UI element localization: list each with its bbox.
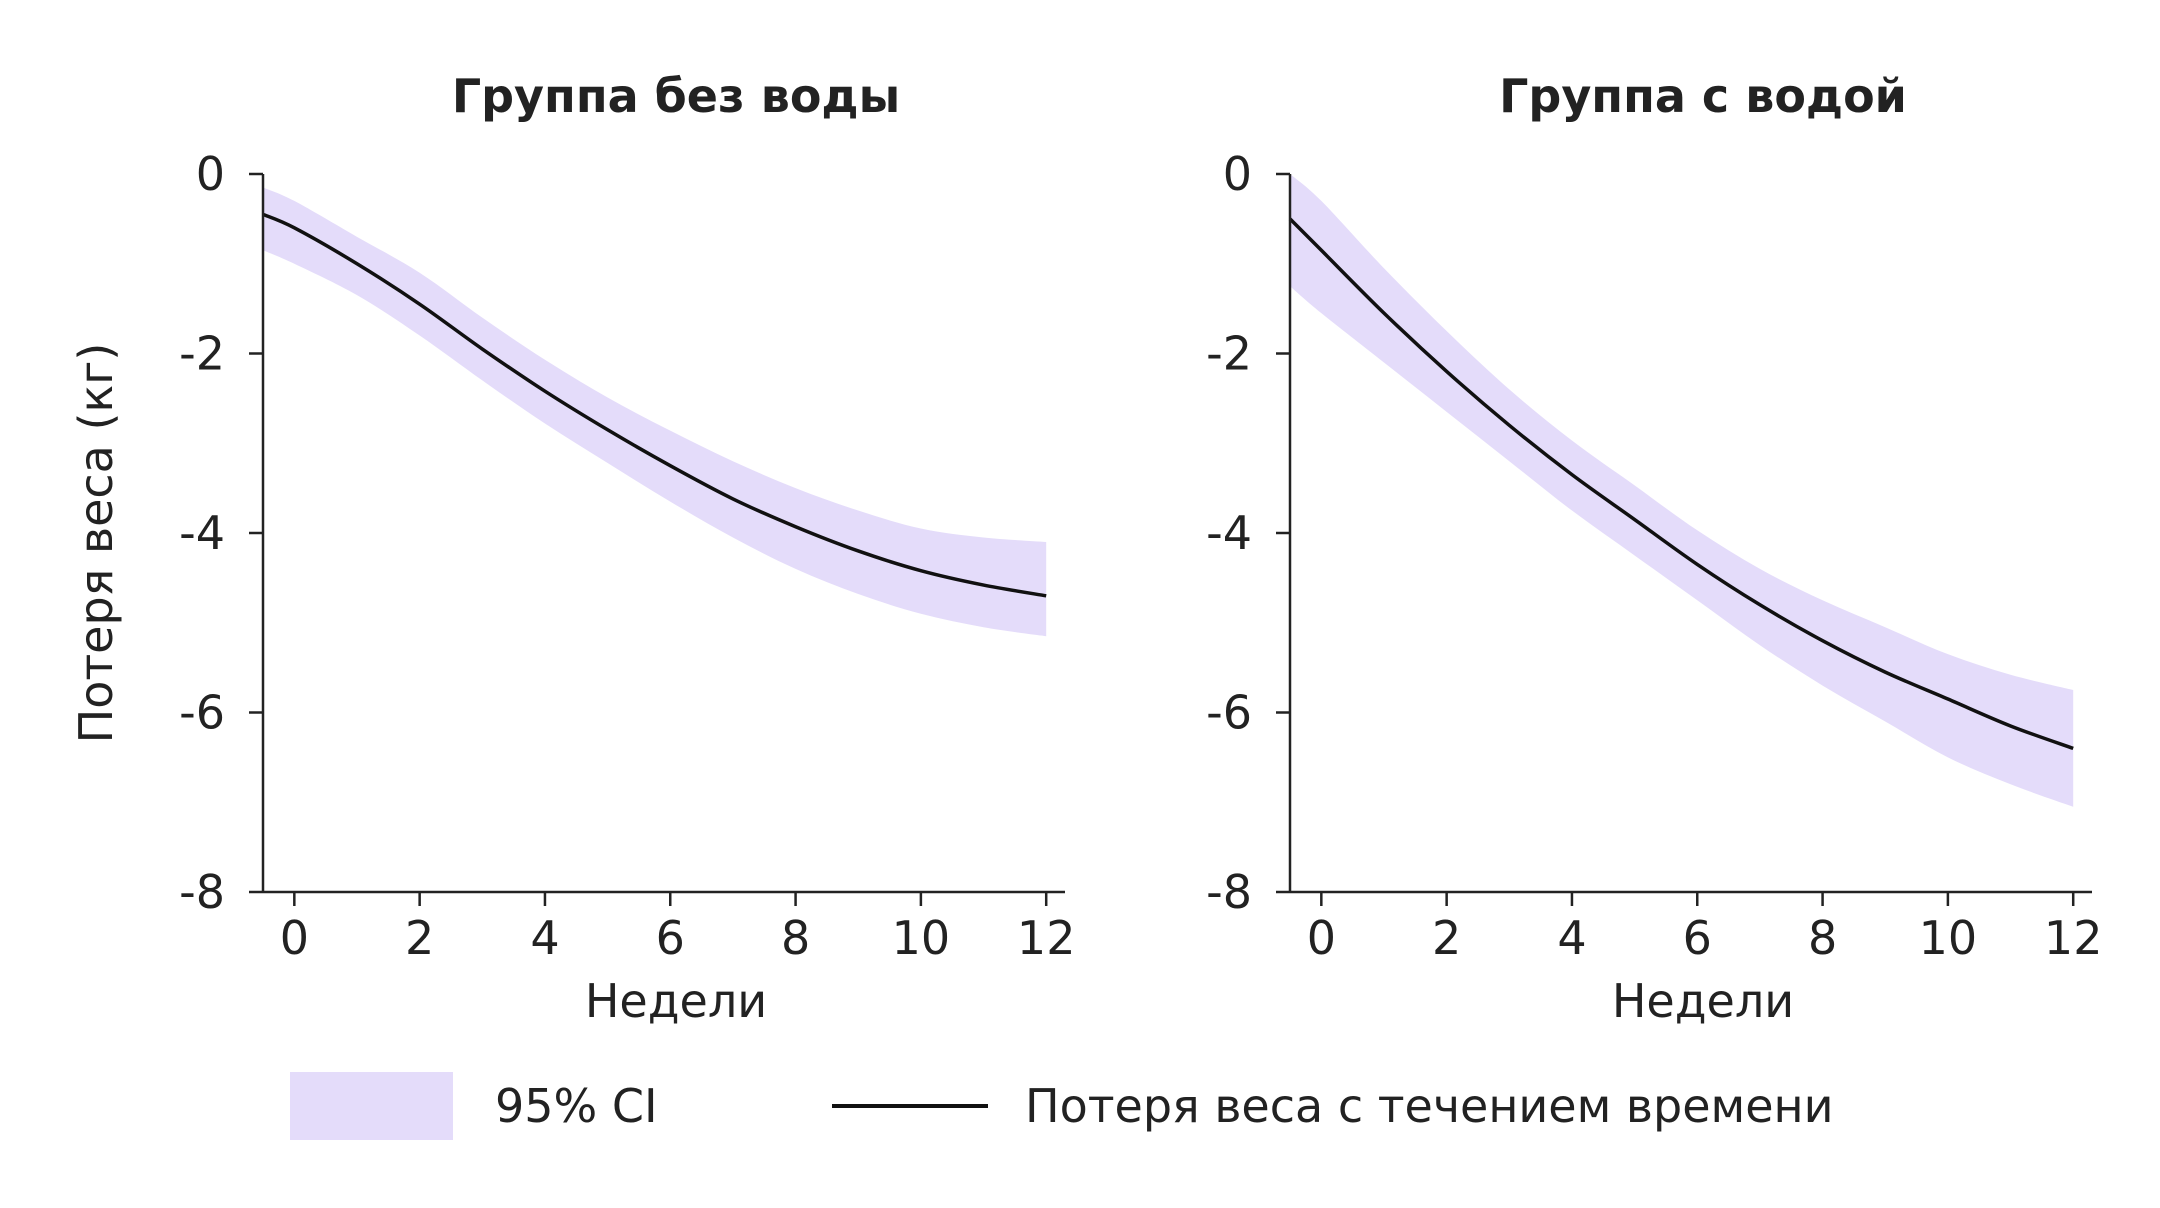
x-tick-label: 6 — [1683, 911, 1712, 965]
ci-band — [1290, 174, 2074, 807]
y-tick-label: -2 — [179, 327, 225, 381]
x-tick-label: 6 — [656, 911, 685, 965]
y-tick-label: -8 — [1206, 865, 1252, 919]
legend-ci-label: 95% CI — [495, 1079, 658, 1133]
x-tick-label: 12 — [2044, 911, 2103, 965]
legend-line-label: Потеря веса с течением времени — [1025, 1079, 1834, 1133]
chart-legend: 95% CI Потеря веса с течением времени — [290, 1072, 1834, 1140]
x-tick-label: 12 — [1017, 911, 1076, 965]
y-tick-label: -8 — [179, 865, 225, 919]
chart-title: Группа с водой — [1499, 69, 1907, 123]
x-tick-label: 10 — [892, 911, 951, 965]
x-tick-label: 2 — [405, 911, 434, 965]
series-line — [1288, 217, 2074, 751]
x-tick-label: 8 — [781, 911, 810, 965]
x-axis-label: Недели — [1612, 974, 1794, 1028]
x-tick-label: 8 — [1808, 911, 1837, 965]
x-tick-label: 2 — [1432, 911, 1461, 965]
ci-band — [263, 187, 1047, 637]
chart-panel-no-water: Группа без воды Потеря веса (кг) Недели … — [69, 69, 1075, 1028]
y-tick-label: 0 — [1223, 147, 1252, 201]
x-tick-label: 4 — [530, 911, 559, 965]
x-tick-label: 0 — [1307, 911, 1336, 965]
x-tick-label: 4 — [1557, 911, 1586, 965]
chart-panel-with-water: Группа с водой Недели 0 2 4 6 8 10 12 0 -2 -4 -6 -8 — [1206, 69, 2102, 1028]
x-tick-label: 0 — [280, 911, 309, 965]
y-tick-label: -6 — [1206, 686, 1252, 740]
y-tick-label: -2 — [1206, 327, 1252, 381]
y-tick-label: 0 — [196, 147, 225, 201]
series-line — [262, 212, 1047, 598]
chart-title: Группа без воды — [452, 69, 900, 123]
y-axis-label: Потеря веса (кг) — [69, 343, 123, 744]
x-axis-label: Недели — [585, 974, 767, 1028]
y-tick-label: -4 — [1206, 506, 1252, 560]
y-tick-label: -4 — [179, 506, 225, 560]
legend-ci-swatch — [290, 1072, 453, 1140]
x-tick-label: 10 — [1919, 911, 1978, 965]
y-tick-label: -6 — [179, 686, 225, 740]
